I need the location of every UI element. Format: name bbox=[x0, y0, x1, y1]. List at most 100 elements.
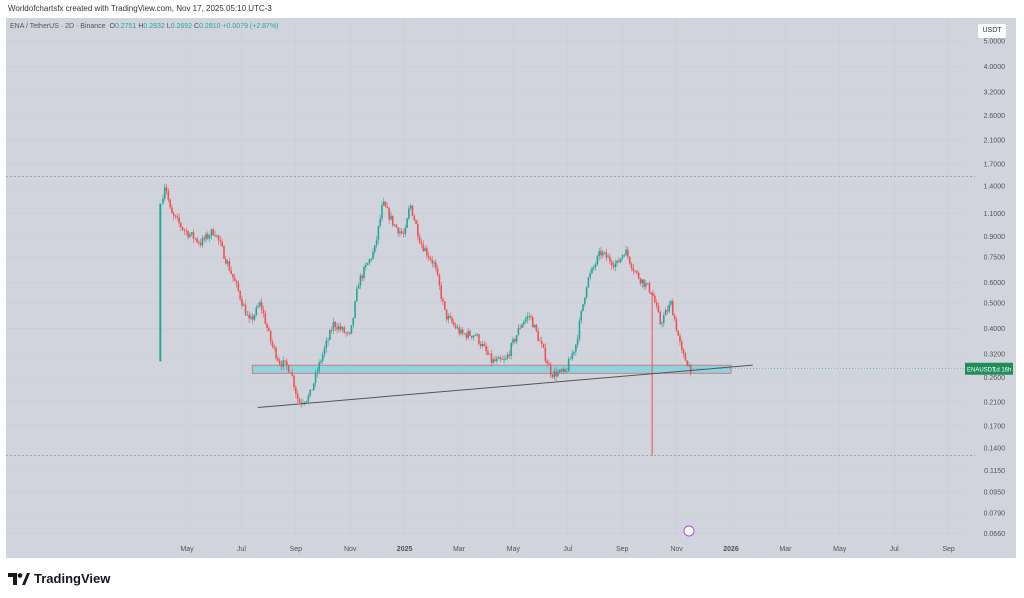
candle bbox=[655, 302, 658, 306]
candle bbox=[159, 203, 162, 362]
candle bbox=[465, 333, 468, 338]
candle bbox=[370, 258, 372, 260]
candle bbox=[183, 229, 186, 231]
candle bbox=[269, 330, 272, 342]
candle bbox=[244, 304, 247, 316]
candle bbox=[413, 215, 416, 221]
candle bbox=[172, 213, 175, 216]
candle bbox=[517, 327, 520, 336]
candle bbox=[528, 316, 530, 317]
candle bbox=[569, 358, 572, 360]
candle bbox=[521, 324, 523, 328]
candle bbox=[343, 327, 346, 333]
candle bbox=[257, 306, 259, 308]
tradingview-logo-icon bbox=[8, 572, 30, 585]
candle bbox=[505, 358, 507, 360]
candle bbox=[307, 395, 310, 402]
candle bbox=[411, 205, 414, 216]
candle bbox=[275, 347, 277, 359]
candle bbox=[688, 364, 690, 367]
time-tick-label: May bbox=[833, 546, 847, 553]
candle bbox=[677, 330, 679, 336]
candle bbox=[295, 387, 297, 394]
candle bbox=[684, 353, 687, 361]
candle bbox=[490, 353, 493, 363]
candle bbox=[329, 329, 331, 340]
open-value: 0.2751 bbox=[114, 23, 137, 30]
candle bbox=[671, 301, 674, 316]
candle bbox=[246, 315, 249, 316]
candle bbox=[494, 359, 496, 361]
candle bbox=[293, 375, 295, 388]
candle bbox=[487, 351, 489, 355]
candle bbox=[409, 205, 412, 209]
candle bbox=[417, 224, 419, 237]
candle bbox=[598, 251, 600, 257]
change-value: +0.0079 (+2.87%) bbox=[222, 23, 279, 30]
candle bbox=[452, 322, 455, 325]
candle bbox=[542, 343, 545, 348]
candle bbox=[223, 246, 225, 259]
candle bbox=[273, 346, 276, 348]
candle bbox=[372, 251, 374, 259]
candle bbox=[648, 283, 651, 293]
low-value: 0.2692 bbox=[170, 23, 193, 30]
candle bbox=[661, 323, 663, 324]
candle bbox=[603, 252, 606, 253]
candle bbox=[636, 271, 638, 273]
candle bbox=[233, 277, 236, 281]
candle bbox=[492, 359, 495, 363]
candle bbox=[650, 292, 653, 295]
candle bbox=[589, 273, 592, 278]
candle bbox=[646, 283, 649, 284]
candle bbox=[386, 206, 389, 209]
price-tick-label: 3.2000 bbox=[984, 89, 1006, 96]
candle bbox=[469, 331, 471, 336]
candle bbox=[445, 309, 448, 320]
candle bbox=[178, 217, 180, 224]
candle bbox=[205, 233, 207, 240]
candle bbox=[242, 304, 245, 306]
candle bbox=[427, 255, 430, 258]
candle bbox=[587, 277, 590, 288]
candle bbox=[368, 259, 371, 263]
candle bbox=[555, 370, 557, 377]
candle bbox=[361, 275, 364, 279]
candle bbox=[287, 365, 290, 373]
candle bbox=[591, 267, 593, 274]
candle bbox=[564, 368, 566, 372]
chart-pane[interactable] bbox=[6, 18, 1016, 558]
candle bbox=[264, 313, 267, 325]
candle bbox=[187, 231, 189, 238]
candle bbox=[549, 364, 552, 375]
time-tick-label: May bbox=[180, 546, 194, 553]
candle bbox=[291, 373, 294, 376]
candle bbox=[208, 235, 211, 239]
candle bbox=[163, 187, 166, 199]
candle bbox=[232, 274, 234, 278]
chart-credit: Worldofchartsfx created with TradingView… bbox=[8, 4, 272, 13]
candle bbox=[345, 332, 347, 334]
candle bbox=[356, 288, 358, 302]
candle bbox=[266, 324, 268, 328]
candle bbox=[499, 357, 502, 360]
candle bbox=[522, 322, 525, 325]
candle bbox=[228, 261, 231, 271]
event-icon bbox=[683, 525, 695, 537]
candle bbox=[420, 242, 423, 245]
currency-unit-button[interactable]: USDT bbox=[978, 24, 1006, 38]
candle bbox=[341, 327, 344, 330]
candle bbox=[393, 224, 396, 226]
candle bbox=[483, 343, 486, 346]
candle bbox=[260, 302, 263, 310]
candle bbox=[540, 340, 543, 344]
candle bbox=[485, 345, 487, 352]
candle bbox=[593, 266, 595, 268]
candle bbox=[601, 252, 604, 256]
candle bbox=[239, 290, 241, 300]
candle bbox=[375, 239, 378, 246]
candle bbox=[330, 329, 333, 331]
candle bbox=[314, 372, 317, 384]
candle bbox=[533, 324, 536, 328]
